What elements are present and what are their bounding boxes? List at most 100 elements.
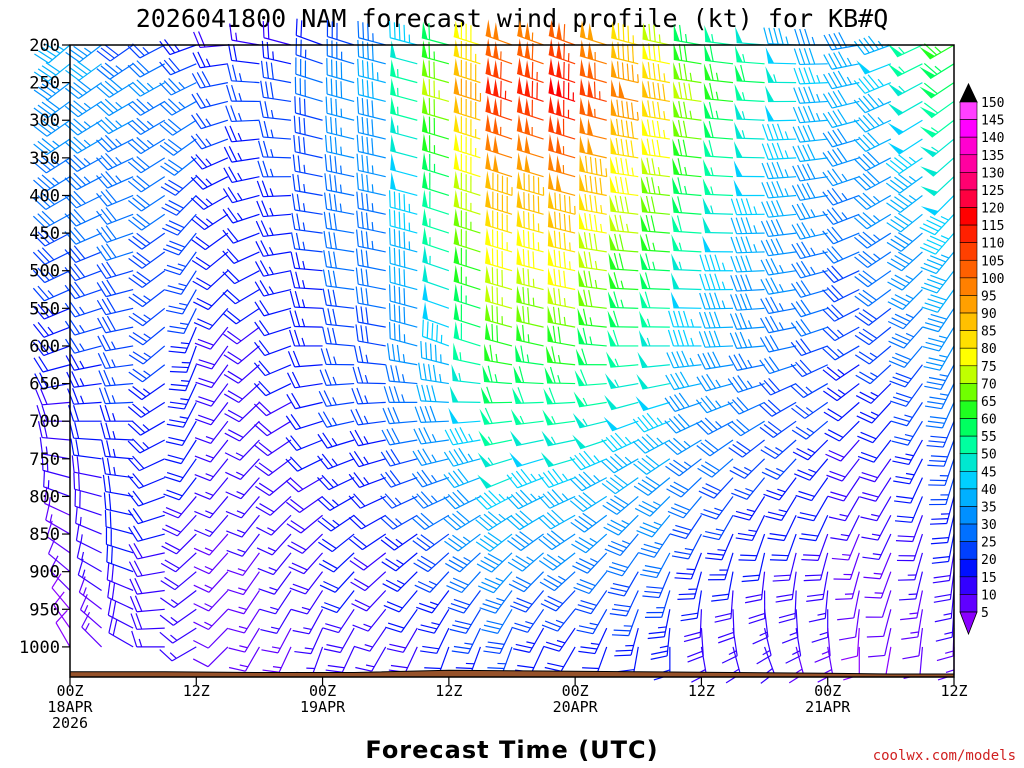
- wind-barb: [167, 383, 197, 410]
- wind-barb: [543, 387, 576, 405]
- wind-barb: [195, 364, 229, 389]
- wind-barb: [422, 245, 450, 272]
- wind-barb: [795, 477, 829, 502]
- wind-barb: [854, 307, 892, 326]
- wind-barb: [856, 60, 892, 75]
- wind-barb: [193, 608, 229, 631]
- x-tick-label: 12Z: [435, 682, 462, 700]
- wind-barb: [484, 322, 513, 347]
- wind-barb: [887, 100, 923, 116]
- wind-barb: [578, 269, 607, 291]
- wind-barb: [791, 202, 828, 221]
- y-tick-label: 800: [29, 487, 60, 507]
- colorbar-swatch: [959, 259, 978, 279]
- wind-barb: [127, 420, 166, 436]
- wind-barb: [901, 609, 924, 640]
- wind-barb: [664, 413, 702, 434]
- wind-barb: [511, 608, 545, 633]
- wind-barb: [226, 533, 260, 557]
- wind-barb: [506, 510, 544, 531]
- wind-barb: [698, 330, 734, 348]
- colorbar-swatch: [959, 154, 978, 173]
- wind-barb: [355, 305, 386, 328]
- wind-barb: [34, 43, 71, 64]
- wind-barb: [760, 439, 797, 460]
- wind-barb: [808, 590, 829, 623]
- wind-barb: [703, 101, 734, 121]
- wind-barb: [222, 186, 260, 204]
- wind-barb: [863, 552, 892, 580]
- wind-barb: [414, 405, 449, 424]
- wind-barb: [639, 272, 670, 291]
- wind-barb: [729, 458, 765, 479]
- wind-barb: [791, 182, 828, 201]
- wind-barb: [485, 19, 513, 46]
- wind-barb: [886, 232, 923, 252]
- wind-barb: [448, 407, 481, 424]
- wind-barb: [101, 457, 134, 479]
- wind-barb: [260, 608, 292, 634]
- wind-barb: [77, 558, 102, 591]
- wind-barb: [542, 409, 576, 426]
- wind-barb: [760, 646, 775, 684]
- wind-barb: [632, 433, 671, 454]
- wind-barb: [64, 79, 102, 100]
- wind-barb: [165, 420, 197, 447]
- wind-barb: [729, 331, 765, 349]
- wind-barb: [323, 250, 355, 272]
- wind-barb: [760, 219, 797, 238]
- wind-barb: [322, 307, 355, 328]
- y-tick-label: 450: [29, 224, 60, 244]
- wind-barb: [255, 495, 292, 516]
- wind-barb: [671, 234, 702, 253]
- wind-barb: [475, 511, 513, 531]
- wind-barb: [665, 371, 702, 391]
- wind-barb: [67, 388, 102, 405]
- wind-barb: [191, 213, 229, 231]
- wind-barb: [814, 628, 831, 663]
- wind-barb: [919, 138, 955, 158]
- wind-barb: [75, 506, 102, 535]
- wind-barb: [388, 20, 418, 46]
- wind-barb: [822, 109, 860, 129]
- wind-barb: [103, 492, 134, 516]
- wind-barb: [228, 608, 260, 634]
- credit-text[interactable]: coolwx.com/models: [873, 748, 1016, 764]
- wind-barb: [507, 531, 544, 551]
- wind-barb: [292, 173, 323, 197]
- wind-barb: [853, 192, 892, 210]
- wind-barb: [609, 175, 639, 197]
- wind-barb: [931, 533, 955, 564]
- colorbar-swatch: [959, 453, 978, 472]
- wind-barb: [291, 193, 323, 215]
- wind-barb: [356, 115, 386, 140]
- wind-barb: [839, 609, 860, 641]
- wind-barb: [864, 571, 892, 599]
- wind-barb: [411, 469, 450, 488]
- wind-barb: [194, 326, 229, 350]
- wind-barb: [421, 96, 450, 121]
- wind-barb: [195, 345, 229, 370]
- wind-barb: [388, 303, 418, 328]
- wind-barb: [866, 609, 892, 638]
- wind-barb: [69, 421, 102, 441]
- wind-barb: [390, 115, 418, 140]
- wind-barb: [886, 212, 923, 233]
- wind-barb: [636, 373, 670, 390]
- wind-barb: [285, 456, 323, 472]
- y-tick-label: 550: [29, 299, 60, 319]
- wind-barb: [47, 537, 71, 573]
- wind-barb: [254, 260, 292, 277]
- wind-barb: [106, 545, 134, 573]
- wind-barb: [326, 58, 355, 84]
- wind-barb: [759, 356, 797, 375]
- wind-barb: [421, 58, 450, 84]
- y-tick-label: 650: [29, 375, 60, 395]
- wind-barbs: [32, 18, 955, 684]
- wind-barb: [474, 490, 513, 510]
- wind-barb: [516, 76, 544, 102]
- wind-barb: [547, 305, 576, 328]
- wind-barb: [791, 260, 828, 279]
- wind-barb: [417, 608, 450, 634]
- wind-barb: [861, 514, 892, 541]
